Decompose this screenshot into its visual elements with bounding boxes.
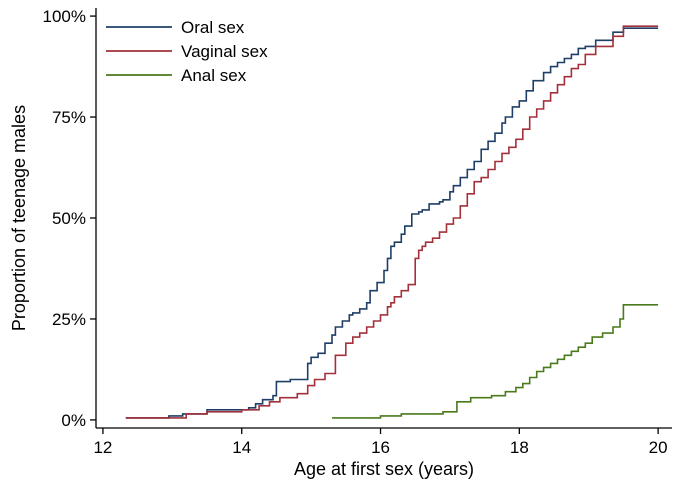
y-tick-label: 75% (52, 108, 86, 127)
y-tick-label: 0% (61, 411, 86, 430)
legend-label-oral-sex: Oral sex (181, 18, 245, 37)
x-tick-label: 12 (93, 438, 112, 457)
series-layer (125, 25, 659, 419)
y-axis-label: Proportion of teenage males (9, 105, 29, 331)
series-line-anal-sex (332, 304, 659, 419)
x-tick-label: 18 (510, 438, 529, 457)
y-tick-label: 50% (52, 209, 86, 228)
legend-label-vaginal-sex: Vaginal sex (181, 42, 268, 61)
y-tick-label: 25% (52, 310, 86, 329)
x-tick-label: 16 (371, 438, 390, 457)
y-tick-label: 100% (43, 7, 86, 26)
series-line-oral-sex (125, 27, 659, 419)
axes: 0% 25% 50% 75% 100% 12 14 16 18 20 (43, 7, 672, 457)
series-line-vaginal-sex (125, 25, 659, 419)
legend-label-anal-sex: Anal sex (181, 66, 247, 85)
x-tick-label: 14 (232, 438, 251, 457)
x-axis-label: Age at first sex (years) (294, 459, 474, 479)
x-tick-label: 20 (649, 438, 668, 457)
legend: Oral sex Vaginal sex Anal sex (106, 18, 268, 85)
